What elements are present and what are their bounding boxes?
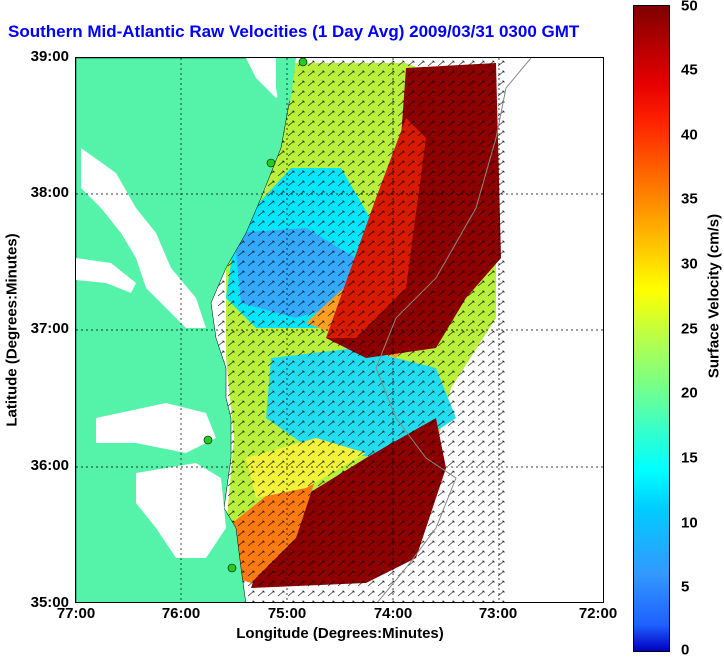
colorbar-tick: 25 bbox=[681, 320, 698, 338]
y-axis-label: Latitude (Degrees:Minutes) bbox=[3, 233, 21, 427]
x-tick-label: 74:00 bbox=[373, 605, 413, 622]
colorbar-tick: 20 bbox=[681, 384, 698, 402]
albemarle-sound bbox=[96, 403, 216, 453]
x-tick-label: 72:00 bbox=[578, 605, 618, 622]
colorbar-tick: 50 bbox=[681, 0, 698, 15]
colorbar-tick: 0 bbox=[681, 641, 690, 659]
new-jersey-coast bbox=[276, 58, 296, 118]
y-tick-label: 35:00 bbox=[30, 594, 69, 611]
x-tick-label: 77:00 bbox=[56, 605, 96, 622]
colorbar bbox=[633, 5, 670, 652]
colorbar-tick: 45 bbox=[681, 61, 698, 79]
x-axis-label: Longitude (Degrees:Minutes) bbox=[236, 625, 444, 642]
y-tick-label: 39:00 bbox=[30, 48, 69, 65]
colorbar-label: Surface Velocity (cm/s) bbox=[705, 213, 723, 379]
velocity-map bbox=[75, 57, 604, 603]
station-marker bbox=[203, 435, 213, 445]
colorbar-tick: 40 bbox=[681, 126, 698, 144]
x-tick-label: 73:00 bbox=[478, 605, 518, 622]
colorbar-tick: 30 bbox=[681, 255, 698, 273]
colorbar-tick: 10 bbox=[681, 514, 698, 532]
shelf-contour bbox=[375, 58, 532, 602]
chesapeake-bay bbox=[81, 148, 206, 328]
map-canvas bbox=[76, 58, 603, 602]
title-occlusion bbox=[612, 18, 632, 44]
x-tick-label: 75:00 bbox=[267, 605, 307, 622]
colorbar-tick: 35 bbox=[681, 190, 698, 208]
station-marker bbox=[227, 563, 237, 573]
y-tick-label: 36:00 bbox=[30, 457, 69, 474]
colorbar-tick: 15 bbox=[681, 449, 698, 467]
x-tick-label: 76:00 bbox=[161, 605, 201, 622]
grid-lines bbox=[76, 58, 603, 602]
station-marker bbox=[266, 158, 276, 168]
radar-stations bbox=[203, 58, 308, 573]
y-tick-label: 38:00 bbox=[30, 184, 69, 201]
colorbar-tick: 5 bbox=[681, 578, 690, 596]
pamlico-sound bbox=[136, 463, 226, 558]
potomac-river bbox=[76, 258, 136, 293]
y-tick-label: 37:00 bbox=[30, 320, 69, 337]
map-title: Southern Mid-Atlantic Raw Velocities (1 … bbox=[8, 22, 580, 41]
station-marker bbox=[298, 58, 308, 67]
